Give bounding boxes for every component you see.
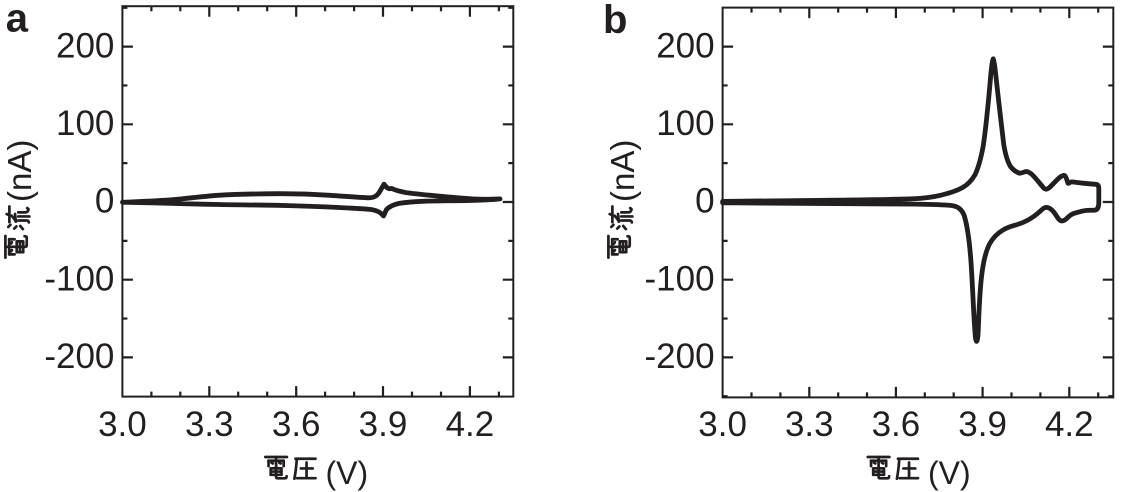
svg-text:3.9: 3.9 [958, 405, 1007, 444]
svg-text:200: 200 [56, 26, 114, 65]
svg-text:100: 100 [56, 104, 114, 143]
svg-text:3.0: 3.0 [98, 405, 147, 444]
svg-text:0: 0 [95, 182, 114, 221]
svg-text:100: 100 [656, 104, 714, 143]
svg-text:b: b [603, 0, 627, 42]
svg-text:3.9: 3.9 [359, 405, 408, 444]
svg-text:-200: -200 [44, 337, 114, 376]
svg-text:(V): (V) [326, 455, 369, 491]
svg-text:3.6: 3.6 [272, 405, 321, 444]
svg-text:4.2: 4.2 [446, 405, 495, 444]
svg-text:3.0: 3.0 [698, 405, 747, 444]
svg-text:0: 0 [695, 182, 714, 221]
svg-text:-200: -200 [645, 337, 715, 376]
svg-text:-100: -100 [645, 259, 715, 298]
svg-text:3.3: 3.3 [785, 405, 834, 444]
svg-text:a: a [6, 0, 29, 41]
svg-text:200: 200 [656, 26, 714, 65]
svg-text:-100: -100 [44, 259, 114, 298]
svg-text:4.2: 4.2 [1045, 405, 1094, 444]
svg-text:(nA): (nA) [1, 140, 38, 202]
svg-text:3.3: 3.3 [185, 405, 234, 444]
svg-text:(V): (V) [928, 455, 971, 491]
svg-text:3.6: 3.6 [872, 405, 921, 444]
svg-text:(nA): (nA) [604, 140, 641, 202]
